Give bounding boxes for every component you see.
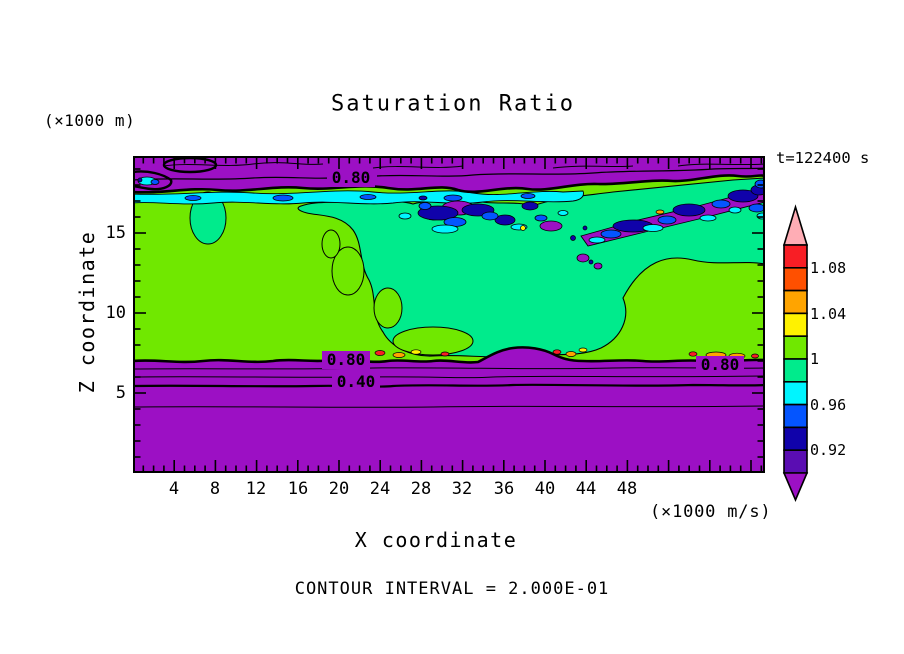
x-tick-label: 8	[209, 479, 221, 499]
x-tick-label: 4	[168, 479, 180, 499]
y-tick-label: 10	[105, 303, 126, 323]
x-tick-label: 48	[616, 479, 638, 499]
colorbar-arrow-up	[782, 204, 809, 246]
contour-field-svg	[133, 156, 765, 473]
x-tick-label: 20	[328, 479, 350, 499]
colorbar-tick-label: 1.08	[810, 259, 847, 277]
contour-label: 0.80	[327, 169, 375, 187]
colorbar-band	[783, 426, 808, 451]
x-tick-label: 32	[451, 479, 473, 499]
x-axis-unit-label: (×1000 m/s)	[650, 502, 772, 522]
plot-area: 0.80 0.80 0.40 0.80	[133, 156, 765, 473]
colorbar-band	[783, 403, 808, 429]
colorbar-tick-label: 0.92	[810, 441, 847, 459]
x-axis-title: X coordinate	[354, 528, 518, 552]
colorbar-band	[783, 289, 808, 315]
colorbar-band	[783, 358, 808, 383]
x-tick-label: 24	[369, 479, 391, 499]
colorbar-band	[783, 381, 808, 406]
colorbar	[775, 200, 904, 510]
cloud-top-left-specks	[137, 176, 160, 186]
colorbar-band	[783, 244, 808, 269]
contour-interval-caption: CONTOUR INTERVAL = 2.000E-01	[294, 579, 610, 599]
x-tick-label: 28	[410, 479, 432, 499]
contour-label: 0.80	[696, 356, 744, 374]
x-tick-label: 36	[493, 479, 515, 499]
colorbar-band	[783, 449, 808, 474]
plot-border	[133, 156, 765, 473]
colorbar-band	[783, 312, 808, 338]
axis-ticks	[135, 158, 763, 471]
colorbar-arrow-down	[782, 472, 809, 503]
x-tick-label: 16	[287, 479, 309, 499]
contour-lines	[133, 156, 765, 408]
colorbar-tick-label: 0.96	[810, 396, 847, 414]
contour-label: 0.40	[332, 373, 380, 391]
cloud-top-strip	[133, 190, 584, 205]
contour-label: 0.80	[322, 351, 370, 369]
speckle-patches	[398, 200, 603, 270]
lower-subsaturated-region	[133, 347, 765, 473]
speckle-band-right	[520, 179, 765, 247]
colorbar-svg	[782, 204, 809, 503]
y-axis-title: Z coordinate	[75, 230, 99, 394]
chart-title: Saturation Ratio	[331, 91, 575, 117]
colorbar-band	[783, 335, 808, 360]
y-tick-label: 15	[105, 223, 126, 243]
colorbar-tick-label: 1.04	[810, 305, 847, 323]
x-tick-label: 12	[245, 479, 267, 499]
x-tick-label: 40	[534, 479, 556, 499]
y-axis-unit-label: (×1000 m)	[44, 111, 136, 130]
colorbar-band	[783, 267, 808, 292]
y-tick-label: 5	[115, 383, 126, 403]
x-tick-label: 44	[575, 479, 597, 499]
time-annotation: t=122400 s	[776, 149, 870, 167]
colorbar-tick-label: 1	[810, 350, 820, 368]
